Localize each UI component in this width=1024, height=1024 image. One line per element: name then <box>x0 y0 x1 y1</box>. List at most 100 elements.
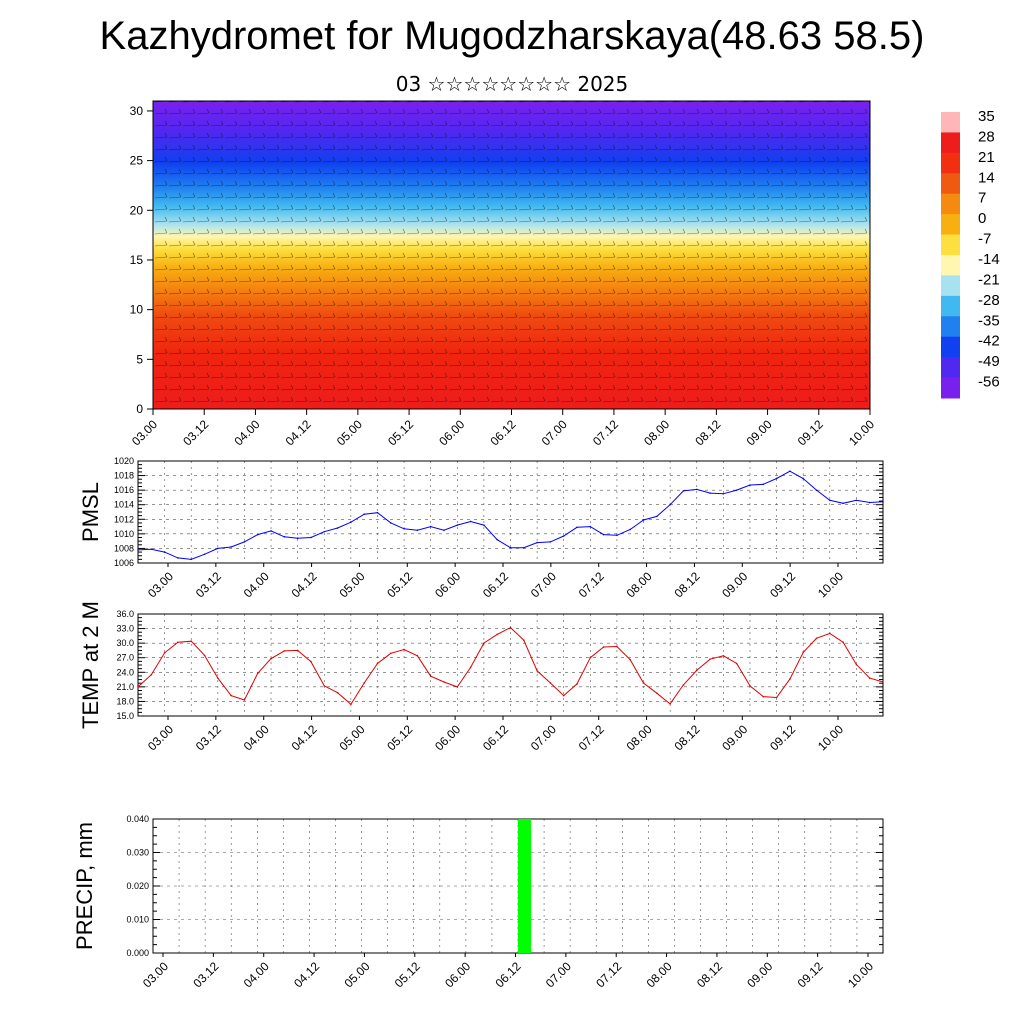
data-point <box>363 513 365 515</box>
colorbar-label: 35 <box>978 108 995 125</box>
data-point <box>416 654 419 657</box>
xtick-label: 08.00 <box>624 722 655 753</box>
ytick-label: 1006 <box>114 558 134 568</box>
data-point <box>363 682 365 684</box>
data-point <box>602 646 605 648</box>
heatmap-xtick-label: 05.00 <box>334 417 365 448</box>
xtick-label: 03.00 <box>140 959 171 990</box>
data-point <box>496 538 498 541</box>
data-point <box>549 682 552 684</box>
xtick-label: 07.00 <box>543 959 574 990</box>
ytick-label: 30.0 <box>116 638 134 648</box>
ytick-label: 33.0 <box>116 624 134 634</box>
colorbar-swatch <box>941 234 960 256</box>
panel-ylabel: TEMP at 2 M <box>78 601 103 729</box>
ytick-label: 0.000 <box>126 948 149 958</box>
data-point <box>443 681 445 683</box>
data-point <box>190 640 193 642</box>
data-point <box>203 654 206 657</box>
colorbar-label: 21 <box>978 149 995 166</box>
data-point <box>576 683 578 685</box>
panel-ylabel: PMSL <box>78 482 103 542</box>
colorbar-swatch <box>941 357 960 379</box>
data-point <box>469 520 472 523</box>
data-point <box>722 492 725 495</box>
data-point <box>230 694 232 697</box>
data-point <box>483 642 485 644</box>
xtick-label: 07.12 <box>576 722 607 753</box>
data-point <box>203 553 206 556</box>
data-point <box>323 685 326 687</box>
colorbar-label: -42 <box>978 333 1000 350</box>
data-point <box>177 641 179 643</box>
colorbar-swatch <box>941 377 960 399</box>
data-point <box>802 477 804 480</box>
data-point <box>682 684 685 686</box>
data-point <box>150 673 153 676</box>
xtick-label: 09.00 <box>719 569 750 600</box>
ytick-label: 1010 <box>114 529 134 539</box>
data-point <box>336 691 339 694</box>
data-point <box>137 549 139 551</box>
data-point <box>789 678 791 680</box>
xtick-label: 07.00 <box>528 569 559 600</box>
colorbar-label: 14 <box>978 169 995 186</box>
data-point <box>549 541 552 543</box>
xtick-label: 09.00 <box>719 722 750 753</box>
xtick-label: 04.12 <box>291 959 322 990</box>
data-point <box>310 536 312 539</box>
data-point <box>536 541 538 544</box>
ytick-label: 0.030 <box>126 848 149 858</box>
xtick-label: 06.00 <box>442 959 473 990</box>
xtick-label: 03.12 <box>190 959 221 990</box>
xtick-label: 05.12 <box>384 569 415 600</box>
data-point <box>283 650 286 652</box>
data-point <box>656 515 658 518</box>
data-point <box>855 499 858 502</box>
panel-frame <box>137 460 884 564</box>
ytick-label: 1008 <box>114 543 134 553</box>
chart-subtitle: 03 ☆☆☆☆☆☆☆☆ 2025 <box>395 72 629 96</box>
heatmap-ytick-label: 15 <box>130 253 144 267</box>
data-point <box>602 533 605 536</box>
xtick-label: 06.12 <box>480 569 511 600</box>
data-point <box>695 488 698 491</box>
data-point <box>735 489 738 491</box>
xtick-label: 09.12 <box>795 959 826 990</box>
xtick-label: 06.12 <box>492 959 523 990</box>
xtick-label: 05.00 <box>336 722 367 753</box>
data-point <box>589 525 592 528</box>
data-point <box>376 662 379 665</box>
data-point <box>589 656 592 659</box>
xtick-label: 06.00 <box>432 569 463 600</box>
colorbar-label: -14 <box>978 251 1000 268</box>
colorbar-label: -35 <box>978 312 1000 329</box>
xtick-label: 03.00 <box>145 569 176 600</box>
data-point <box>815 489 818 491</box>
colorbar-swatch <box>941 214 960 236</box>
xtick-label: 04.00 <box>241 959 272 990</box>
xtick-label: 10.00 <box>845 959 876 990</box>
xtick-label: 07.00 <box>528 722 559 753</box>
colorbar-label: -49 <box>978 353 1000 370</box>
ytick-label: 0.010 <box>126 915 149 925</box>
data-point <box>296 537 299 540</box>
xtick-label: 05.12 <box>392 959 423 990</box>
data-point <box>230 546 232 548</box>
xtick-label: 03.12 <box>193 569 224 600</box>
xtick-label: 10.00 <box>815 722 846 753</box>
heatmap-ytick-label: 5 <box>136 352 143 366</box>
data-point <box>523 639 525 642</box>
colorbar-swatch <box>941 295 960 317</box>
data-point <box>416 529 419 532</box>
heatmap-xtick-label: 03.12 <box>180 417 211 448</box>
colorbar-swatch <box>941 275 960 297</box>
data-point <box>163 652 166 654</box>
heatmap-xtick-label: 08.00 <box>641 417 672 448</box>
xtick-label: 04.12 <box>289 722 320 753</box>
data-point <box>469 666 472 669</box>
data-point <box>762 483 765 486</box>
colorbar-swatch <box>941 316 960 338</box>
colorbar-swatch <box>941 112 960 133</box>
data-point <box>562 535 565 537</box>
